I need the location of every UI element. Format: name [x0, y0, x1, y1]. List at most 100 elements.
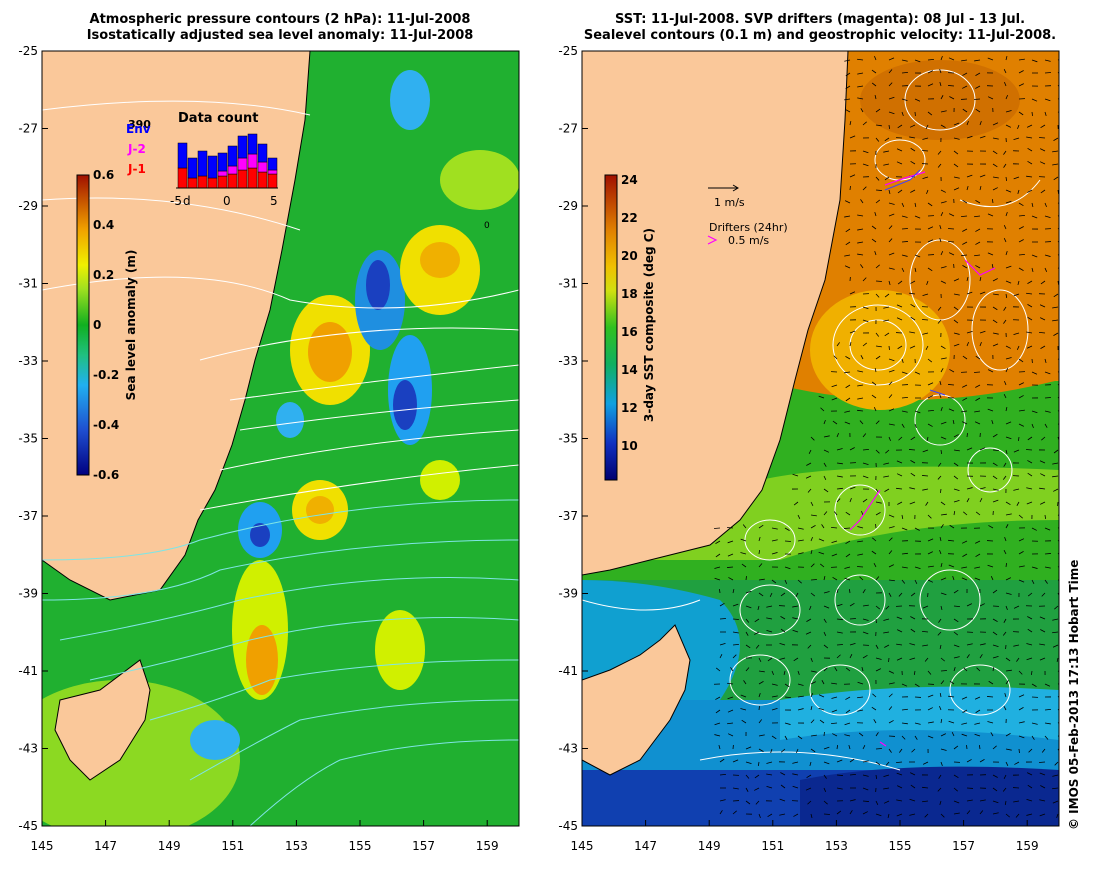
data-count-bar-segment	[187, 157, 198, 179]
data-count-title: Data count	[178, 111, 258, 126]
data-count-bar-segment	[227, 145, 238, 167]
right-x-tick-5: 155	[889, 839, 912, 853]
dc-xtick-1: d	[183, 194, 191, 208]
right-x-tick-7: 159	[1016, 839, 1039, 853]
right-y-tick-3: -31	[558, 277, 578, 291]
drifters-speed-label: 0.5 m/s	[728, 234, 769, 247]
left-x-tick-2: 149	[158, 839, 181, 853]
sla-cb-tick-0: 0.6	[93, 168, 114, 182]
sla-colorbar-label: Sea level anomaly (m)	[124, 250, 138, 401]
right-y-tick-4: -33	[558, 354, 578, 368]
data-count-bar-segment	[217, 170, 228, 177]
data-count-bar-segment	[247, 133, 258, 155]
data-count-bar-segment	[257, 171, 268, 189]
contour-value-label: 0	[484, 221, 490, 231]
left-y-tick-5: -35	[18, 432, 38, 446]
sst-cb-tick-3: 18	[621, 287, 638, 301]
left-y-tick-10: -45	[18, 819, 38, 833]
right-y-tick-9: -43	[558, 742, 578, 756]
velocity-scale-label: 1 m/s	[714, 196, 745, 209]
data-count-bar-segment	[207, 177, 218, 189]
data-count-bar-segment	[237, 157, 248, 171]
left-x-tick-3: 151	[221, 839, 244, 853]
left-x-tick-1: 147	[94, 839, 117, 853]
data-count-bar-segment	[227, 165, 238, 175]
sst-colorbar-label: 3-day SST composite (deg C)	[642, 228, 656, 422]
left-map-title: Atmospheric pressure contours (2 hPa): 1…	[40, 12, 520, 44]
left-x-tick-4: 153	[285, 839, 308, 853]
left-y-tick-8: -41	[18, 664, 38, 678]
drifter-tracks-blue	[884, 169, 946, 396]
right-y-tick-6: -37	[558, 509, 578, 523]
left-y-tick-7: -39	[18, 587, 38, 601]
left-y-tick-6: -37	[18, 509, 38, 523]
data-count-bar-segment	[177, 142, 188, 169]
right-y-tick-0: -25	[558, 44, 578, 58]
left-colorbar	[76, 174, 90, 476]
right-title-line1: SST: 11-Jul-2008. SVP drifters (magenta)…	[614, 12, 1026, 27]
right-x-tick-6: 157	[952, 839, 975, 853]
data-count-bars	[177, 133, 278, 189]
data-count-bar-segment	[197, 175, 208, 189]
data-count-bar-segment	[227, 173, 238, 189]
legend-j2: J-2	[127, 142, 146, 156]
data-count-bar-segment	[217, 152, 228, 172]
right-y-tick-5: -35	[558, 432, 578, 446]
axis-tick-labels: 145 147 149 151 153 155 157 159-25-27-29-31-33-…	[18, 44, 1038, 853]
pressure-contours-cyan	[42, 499, 519, 826]
right-y-tick-7: -39	[558, 587, 578, 601]
right-title-line2: Sealevel contours (0.1 m) and geostrophi…	[583, 28, 1057, 43]
dc-xtick-2: 0	[223, 194, 231, 208]
sla-cb-tick-2: 0.2	[93, 268, 114, 282]
data-count-bar-segment	[217, 175, 228, 189]
legend-j1: J-1	[127, 162, 146, 176]
sst-cb-tick-2: 20	[621, 249, 638, 263]
data-count-bar-segment	[247, 167, 258, 189]
data-count-inset: Data count 390 Env J-2 J-1 -5 d 0 5	[126, 111, 278, 208]
right-x-tick-1: 147	[634, 839, 657, 853]
sla-cb-tick-5: -0.4	[93, 418, 119, 432]
data-count-bar-segment	[267, 169, 278, 175]
right-y-tick-1: -27	[558, 122, 578, 136]
sla-cb-tick-3: 0	[93, 318, 101, 332]
right-map	[582, 51, 1059, 826]
drifter-tracks	[849, 171, 996, 747]
geostrophic-velocity-arrows	[713, 55, 1059, 819]
left-y-tick-0: -25	[18, 44, 38, 58]
right-tasmania	[582, 624, 691, 776]
right-x-tick-3: 151	[761, 839, 784, 853]
left-y-tick-1: -27	[18, 122, 38, 136]
dc-xtick-0: -5	[170, 194, 182, 208]
data-count-bar-segment	[237, 169, 248, 189]
sst-cb-tick-5: 14	[621, 363, 638, 377]
left-y-tick-9: -43	[18, 742, 38, 756]
left-y-tick-4: -33	[18, 354, 38, 368]
right-y-tick-2: -29	[558, 199, 578, 213]
left-title-line2: Isostatically adjusted sea level anomaly…	[86, 28, 474, 43]
sst-cb-tick-4: 16	[621, 325, 638, 339]
left-y-tick-2: -29	[18, 199, 38, 213]
data-count-bar-segment	[267, 173, 278, 189]
left-x-tick-0: 145	[31, 839, 54, 853]
right-x-tick-4: 153	[825, 839, 848, 853]
right-x-tick-0: 145	[571, 839, 594, 853]
right-x-tick-2: 149	[698, 839, 721, 853]
velocity-scale-legend: 1 m/s Drifters (24hr) 0.5 m/s	[707, 184, 788, 247]
left-x-tick-5: 155	[349, 839, 372, 853]
data-count-bar-segment	[257, 161, 268, 173]
right-y-tick-10: -45	[558, 819, 578, 833]
left-map: 0	[42, 51, 519, 826]
dc-xtick-3: 5	[270, 194, 278, 208]
left-y-tick-3: -31	[18, 277, 38, 291]
data-count-bar-segment	[247, 153, 258, 169]
left-x-tick-7: 159	[476, 839, 499, 853]
sla-cb-tick-1: 0.4	[93, 218, 114, 232]
data-count-bar-segment	[207, 155, 218, 179]
data-count-bar-segment	[267, 157, 278, 171]
right-map-title: SST: 11-Jul-2008. SVP drifters (magenta)…	[560, 12, 1080, 44]
right-colorbar	[604, 174, 618, 481]
imos-credit: © IMOS 05-Feb-2013 17:13 Hobart Time	[1067, 560, 1081, 830]
sla-cb-tick-6: -0.6	[93, 468, 119, 482]
drifters-label: Drifters (24hr)	[709, 221, 788, 234]
